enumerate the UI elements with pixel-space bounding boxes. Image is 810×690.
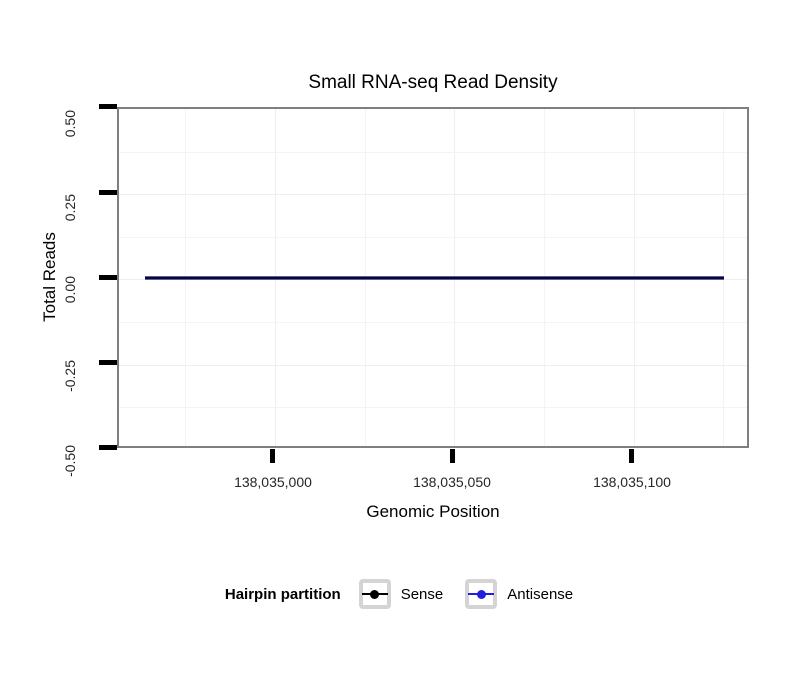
- y-tick-mark: [99, 190, 117, 195]
- gridline-minor-h: [119, 237, 747, 238]
- y-axis-title: Total Reads: [40, 232, 59, 322]
- y-tick-label: 0.25: [62, 194, 78, 222]
- gridline-minor-h: [119, 152, 747, 153]
- legend-label-antisense: Antisense: [507, 585, 574, 603]
- x-tick-label: 138,035,000: [234, 474, 312, 490]
- y-tick-mark: [99, 275, 117, 280]
- sense-point-icon: [370, 589, 380, 599]
- y-tick-mark: [99, 360, 117, 365]
- x-tick-label: 138,035,100: [593, 474, 671, 490]
- chart-title: Small RNA-seq Read Density: [308, 72, 558, 93]
- x-tick-label: 138,035,050: [413, 474, 491, 490]
- y-tick-label: 0.50: [62, 110, 78, 138]
- x-tick-mark: [270, 449, 275, 463]
- y-tick-mark: [99, 445, 117, 450]
- y-tick-label: -0.25: [62, 360, 78, 392]
- gridline-major-h: [119, 194, 747, 195]
- gridline-major-h: [119, 365, 747, 366]
- legend-key-sense: [358, 579, 391, 609]
- x-axis-title: Genomic Position: [366, 502, 500, 521]
- legend-label-sense: Sense: [400, 585, 444, 603]
- read-density-line: [145, 276, 724, 280]
- y-tick-label: -0.50: [62, 445, 78, 477]
- legend: Hairpin partition Sense Antisense: [0, 579, 810, 609]
- gridline-minor-h: [119, 322, 747, 323]
- antisense-point-icon: [476, 589, 486, 599]
- plot-panel: [117, 107, 749, 448]
- x-tick-mark: [629, 449, 634, 463]
- legend-key-antisense: [465, 579, 498, 609]
- legend-title: Hairpin partition: [224, 585, 341, 603]
- y-tick-mark: [99, 104, 117, 109]
- gridline-minor-h: [119, 407, 747, 408]
- y-tick-label: 0.00: [62, 276, 78, 304]
- x-tick-mark: [450, 449, 455, 463]
